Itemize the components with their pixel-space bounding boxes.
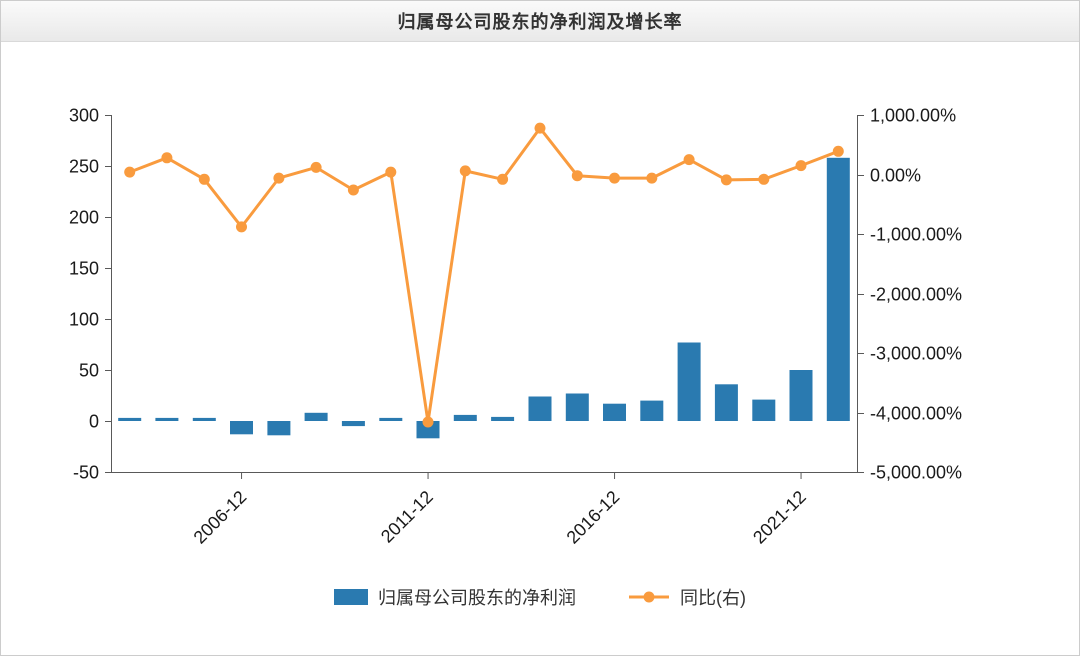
line-point xyxy=(236,221,247,233)
bar xyxy=(155,417,179,421)
bar xyxy=(714,384,738,421)
line-point xyxy=(422,416,434,428)
line-marker-icon xyxy=(629,591,669,603)
bar xyxy=(528,396,552,421)
line-point xyxy=(646,172,658,184)
left-tick-label: 0 xyxy=(89,412,99,432)
bar xyxy=(192,417,216,421)
right-tick-label: -2,000.00% xyxy=(870,285,962,305)
line-point xyxy=(609,172,620,184)
bar-series-swatch xyxy=(334,589,368,605)
left-tick-label: 300 xyxy=(69,106,99,126)
axes xyxy=(105,115,864,479)
chart-area: 300 250 200 150 100 50 0 -50 1,000.00% 0.00% -1,00… xyxy=(1,42,1079,572)
line-point xyxy=(273,172,285,184)
right-axis-labels: 1,000.00% 0.00% -1,000.00% -2,000.00% -3,000… xyxy=(870,106,962,483)
line-point xyxy=(385,166,397,178)
legend-label-net-profit: 归属母公司股东的净利润 xyxy=(378,588,576,608)
chart-title-bar: 归属母公司股东的净利润及增长率 xyxy=(1,1,1079,42)
x-tick-label: 2021-12 xyxy=(749,487,810,548)
bar-series xyxy=(118,157,850,439)
line-point xyxy=(347,184,359,196)
x-tick-label: 2011-12 xyxy=(377,487,437,547)
line-point xyxy=(571,170,583,182)
line-series xyxy=(124,122,844,428)
bar xyxy=(267,421,291,436)
x-tick-label: 2016-12 xyxy=(563,487,624,548)
bar xyxy=(826,157,850,422)
line-point xyxy=(497,173,509,185)
bar xyxy=(789,370,813,421)
bar xyxy=(453,414,477,421)
bar xyxy=(304,412,328,421)
line-series-swatch xyxy=(628,589,670,605)
right-tick-label: -4,000.00% xyxy=(870,404,962,424)
legend-item-yoy[interactable]: 同比(右) xyxy=(628,584,746,610)
x-axis-labels: 2006-12 2011-12 2016-12 2021-12 xyxy=(190,487,810,548)
legend-item-net-profit[interactable]: 归属母公司股东的净利润 xyxy=(334,584,576,610)
line-point xyxy=(683,154,695,166)
left-axis-labels: 300 250 200 150 100 50 0 -50 xyxy=(69,106,99,483)
left-tick-label: 100 xyxy=(69,310,99,330)
line-point xyxy=(198,173,210,185)
left-tick-label: -50 xyxy=(73,463,99,483)
left-tick-label: 250 xyxy=(69,157,99,177)
bar xyxy=(230,421,253,435)
bar xyxy=(752,399,776,421)
right-tick-label: 1,000.00% xyxy=(870,106,956,126)
line-point xyxy=(534,122,546,134)
left-tick-label: 150 xyxy=(69,259,99,279)
bar xyxy=(491,416,515,421)
bar xyxy=(640,400,664,421)
line-point xyxy=(832,145,844,157)
bar xyxy=(416,421,440,439)
bar xyxy=(118,417,142,421)
line-point xyxy=(310,161,322,173)
line-point xyxy=(758,173,770,185)
line-point xyxy=(720,174,732,186)
bar xyxy=(341,421,365,427)
legend-label-yoy: 同比(右) xyxy=(680,588,746,608)
line-point xyxy=(795,160,807,172)
right-tick-label: 0.00% xyxy=(870,166,921,186)
chart-title: 归属母公司股东的净利润及增长率 xyxy=(397,12,683,32)
left-tick-label: 50 xyxy=(79,361,99,381)
left-tick-label: 200 xyxy=(69,208,99,228)
right-tick-label: -5,000.00% xyxy=(870,463,962,483)
bar xyxy=(565,393,589,421)
bar xyxy=(603,403,626,421)
line-point xyxy=(124,166,136,178)
line-point xyxy=(161,152,173,164)
right-tick-label: -1,000.00% xyxy=(870,225,962,245)
chart-legend: 归属母公司股东的净利润 同比(右) xyxy=(1,584,1079,610)
right-tick-label: -3,000.00% xyxy=(870,344,962,364)
line-point xyxy=(459,165,471,177)
bar xyxy=(379,417,403,421)
x-tick-label: 2006-12 xyxy=(190,487,251,548)
chart-canvas: 300 250 200 150 100 50 0 -50 1,000.00% 0.00% -1,00… xyxy=(69,106,962,548)
bar xyxy=(677,342,701,421)
